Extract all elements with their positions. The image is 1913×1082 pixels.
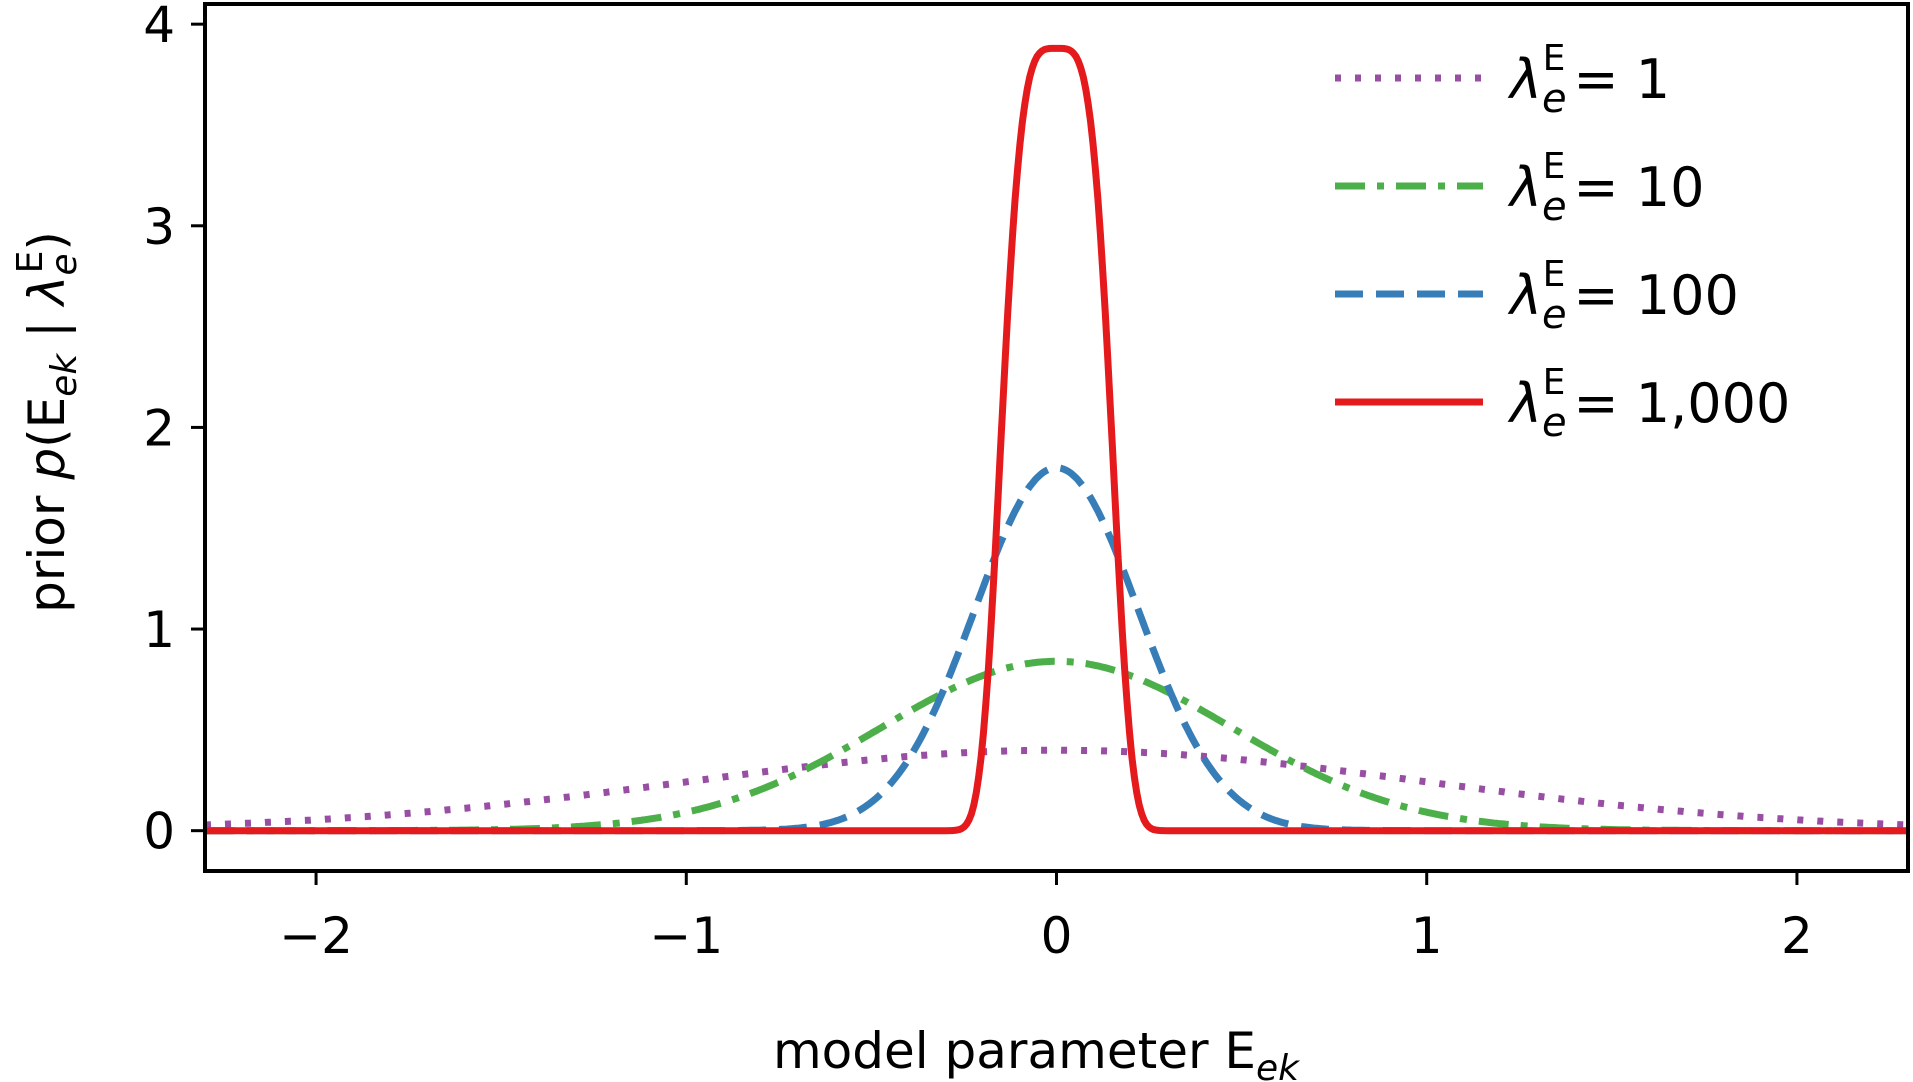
y-axis-title: prior p(Eek | λeE) — [10, 231, 85, 613]
y-tick-label: 4 — [143, 0, 175, 54]
y-tick-label: 2 — [143, 399, 175, 457]
legend-label-4: λeE = 1,000 — [1507, 362, 1790, 446]
x-tick-label: −1 — [649, 907, 723, 965]
legend: λeE = 1 λeE = 10 λeE = 100 λeE = 1,000 — [1335, 38, 1790, 446]
plot-curves — [205, 44, 1908, 835]
y-tick-label: 3 — [143, 198, 175, 256]
series-line-4 — [205, 44, 1908, 835]
x-tick-label: 0 — [1041, 907, 1073, 965]
plot-frame — [203, 2, 1910, 873]
x-tick-label: 2 — [1781, 907, 1813, 965]
series-line-3 — [205, 464, 1908, 835]
legend-label-2: λeE = 10 — [1507, 146, 1704, 230]
legend-label-1: λeE = 1 — [1507, 38, 1670, 122]
series-line-2 — [205, 657, 1908, 835]
y-axis-ticks: 0 1 2 3 4 — [143, 0, 205, 861]
y-tick-label: 1 — [143, 601, 175, 659]
legend-label-3: λeE = 100 — [1507, 254, 1739, 338]
series-line-1 — [205, 746, 1908, 829]
x-axis-title: model parameter Eek — [773, 1022, 1301, 1082]
y-tick-label: 0 — [143, 803, 175, 861]
x-tick-label: 1 — [1411, 907, 1443, 965]
x-axis-ticks: −2 −1 0 1 2 — [279, 871, 1813, 965]
x-tick-label: −2 — [279, 907, 353, 965]
